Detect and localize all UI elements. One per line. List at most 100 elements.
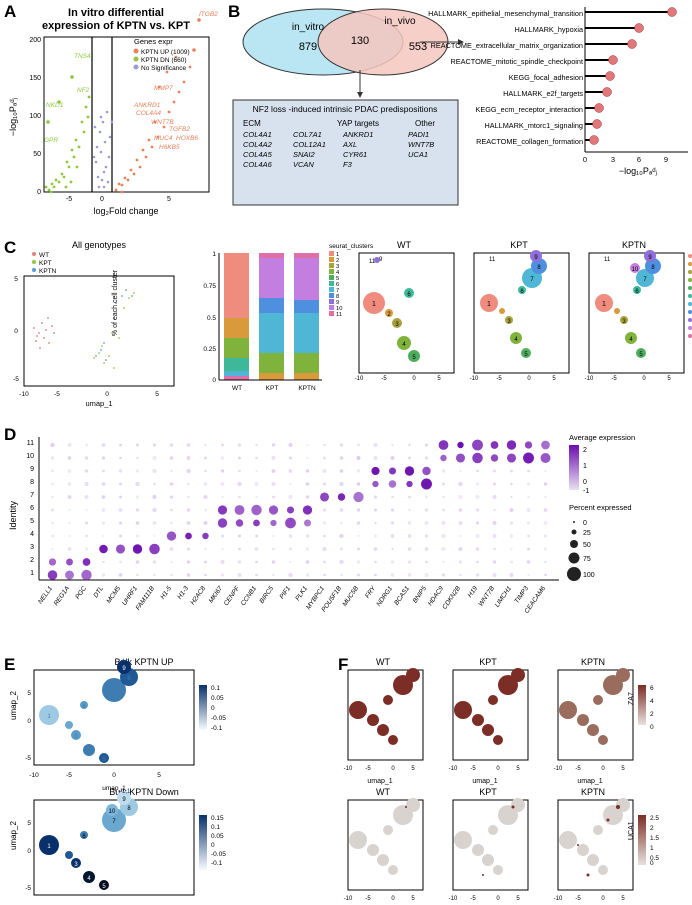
volcano-ylabel: −log₁₀Pₐᵈⱼ	[8, 97, 18, 136]
bar-wt[interactable]	[224, 253, 249, 380]
svg-text:1.5: 1.5	[650, 835, 659, 842]
svg-text:553: 553	[409, 41, 427, 53]
umap-wt: WT 11 9 1 2 3 4 5 6 -10 -5 0 5	[355, 240, 454, 382]
svg-text:KPTN: KPTN	[581, 657, 605, 667]
dotplot-dot	[544, 496, 546, 498]
dotplot-dot	[204, 482, 207, 485]
dotplot-dot	[544, 508, 548, 512]
svg-text:-0.05: -0.05	[211, 851, 226, 858]
dotplot-dot	[218, 505, 227, 514]
dotplot-dot	[255, 444, 257, 446]
svg-text:1: 1	[487, 301, 491, 308]
svg-text:0: 0	[412, 376, 416, 382]
dotplot-dot	[153, 535, 155, 537]
dotplot-dot	[66, 559, 73, 566]
dotplot-dot	[149, 544, 160, 555]
dotplot-dot	[203, 495, 207, 499]
gene-label-ankrd1: ANKRD1	[133, 102, 161, 109]
gene-axis-label: BCAS1	[393, 585, 411, 607]
dotplot-dot	[476, 573, 479, 576]
dotplot-dot	[288, 573, 292, 577]
svg-text:KPTN: KPTN	[39, 268, 57, 275]
svg-text:4: 4	[30, 531, 34, 538]
svg-text:-0.1: -0.1	[211, 725, 223, 732]
svg-text:-5: -5	[66, 196, 72, 203]
dotplot-dot	[289, 561, 291, 563]
svg-text:KEGG_ecm_receptor_interaction: KEGG_ecm_receptor_interaction	[476, 105, 583, 114]
gene-axis-label: MUC5B	[341, 585, 360, 608]
dotplot-dot	[357, 574, 360, 577]
umap-legend-bulkdown: 0.15 0.1 0.05 0 -0.05 -0.1	[199, 815, 226, 870]
dotplot-dot	[272, 443, 275, 446]
svg-text:COL4A1: COL4A1	[243, 130, 272, 139]
dotplot-dot	[51, 522, 54, 525]
dotplot-dot	[340, 574, 342, 576]
dotplot-dot	[102, 508, 106, 512]
dotplot-dot	[102, 482, 106, 486]
dotplot-dot	[83, 558, 91, 566]
dotplot-yaxis: 11 10 9 8 7 6 5 4 3 2 1	[26, 440, 34, 577]
dotplot-dot	[221, 496, 223, 498]
dotplot-dot	[306, 573, 309, 576]
gene-label-col4a4: COL4A4	[136, 110, 161, 117]
dotplot-dot	[48, 570, 58, 580]
dotplot-dot	[408, 573, 412, 577]
gene-axis-label: REG1A	[53, 585, 71, 607]
svg-text:0: 0	[100, 196, 104, 203]
dotplot-dot	[510, 548, 512, 550]
svg-text:-10: -10	[29, 772, 39, 779]
gene-axis-label: PIF1	[279, 585, 293, 601]
dotplot-dot	[119, 496, 122, 499]
svg-text:WT: WT	[376, 657, 390, 667]
dotplot-dot	[255, 561, 258, 564]
svg-text:UCA1: UCA1	[628, 821, 635, 840]
dotplot-dot	[391, 496, 393, 498]
dotplot-dot	[170, 482, 174, 486]
dotplot-dot	[255, 547, 259, 551]
dotplot-dot	[255, 496, 257, 498]
dotplot-dot	[221, 444, 224, 447]
dotplot-dot	[391, 444, 393, 446]
dotplot-dot	[442, 482, 445, 485]
gene-axis-label: MKI67	[208, 585, 225, 605]
svg-text:Percent expressed: Percent expressed	[569, 503, 632, 512]
svg-text:umap_2: umap_2	[9, 821, 18, 850]
legend-za7: 6 4 2 0 ZA7	[628, 685, 654, 731]
svg-text:100: 100	[583, 572, 595, 579]
umap-bulk-down: 1 3 4 5 6 7 8 9 10 1,1	[39, 789, 138, 890]
dotplot-dot	[323, 574, 325, 576]
dotplot-dot	[271, 456, 275, 460]
gene-axis-label: H2AC8	[189, 585, 207, 606]
dotplot-dot	[204, 548, 206, 550]
dotplot-dot	[476, 547, 479, 550]
svg-text:1: 1	[212, 251, 216, 258]
dotplot-dot	[425, 561, 427, 563]
dotplot-dot	[235, 505, 245, 515]
dotplot-dot	[357, 535, 359, 537]
dotplot-dot	[459, 521, 463, 525]
gene-label-tns4: TNS4	[74, 53, 91, 60]
umap-axis-c1: -10 -5 0 5 umap_1 5 0 -5	[13, 276, 159, 408]
svg-text:-5: -5	[365, 766, 371, 772]
dotplot-gene-labels: NELL1REG1A PGC DTL MCM5UHRF1FAM111B H1-5 H1-3…	[37, 584, 547, 615]
panel-f: F WT KPT KPTN -10 -5 0 5 umap_1 -10 -5 0 5 uma…	[338, 655, 692, 900]
gene-label-muc4: MUC4	[154, 135, 173, 142]
dotplot-dot	[136, 509, 139, 512]
dotplot-dot	[507, 453, 516, 462]
dotplot-dot	[186, 469, 190, 473]
dotplot-dot	[527, 521, 530, 524]
svg-text:-1: -1	[583, 488, 589, 495]
dotplot-dot	[272, 535, 274, 537]
svg-text:-10: -10	[449, 766, 458, 772]
dotplot-dot	[186, 456, 190, 460]
bar-kptn[interactable]	[294, 253, 319, 380]
svg-text:COL7A1: COL7A1	[293, 130, 322, 139]
dotplot-dot	[442, 469, 445, 472]
dotplot-grid	[48, 440, 551, 581]
dotplot-dot	[85, 535, 88, 538]
dotplot-dot	[510, 534, 513, 537]
bar-kpt[interactable]	[259, 253, 284, 380]
svg-text:10: 10	[109, 809, 116, 815]
svg-text:COL12A1: COL12A1	[293, 140, 326, 149]
dotplot-dot	[135, 482, 139, 486]
